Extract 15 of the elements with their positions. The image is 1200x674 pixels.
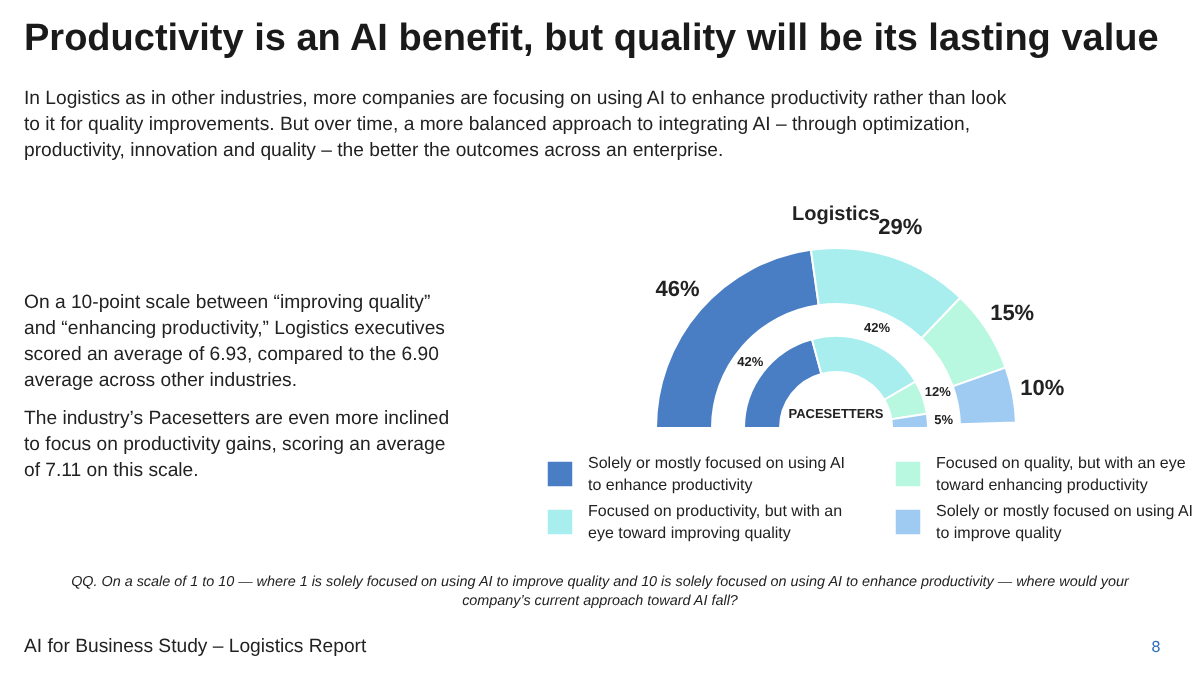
- legend-label: Focused on quality, but with an eye toward enhancing productivity: [936, 454, 1187, 494]
- data-label: 10%: [1020, 377, 1065, 402]
- legend-label: Focused on productivity, but with an eye toward improving quality: [588, 502, 843, 542]
- data-label: 29%: [878, 216, 923, 241]
- legend-label: Solely or mostly focused on using AI to improve quality: [936, 502, 1194, 542]
- text: The industry’s Pacesetters are even more inclined to focus on productivity gains, scoring an average of 7.11 on this scale.: [24, 408, 450, 482]
- slice-label: Logistics: [792, 204, 881, 226]
- text: AI for Business Study – Logistics Report: [24, 636, 368, 658]
- data-label: 46%: [655, 278, 700, 303]
- text: On a 10-point scale between “improving quality” and “enhancing productivity,” Logistics executives scored an average of 6.93, compared to the 6.90 average across other industries.: [24, 292, 446, 392]
- legend-label: Solely or mostly focused on using AI to enhance productivity: [588, 454, 846, 494]
- chart-subtitle: In Logistics as in other industries, more companies are focusing on using AI to enhance productivity rather than look to it for quality improvements. But over time, a more balanced approach to integrating AI – through optimization, productivity, innovation and quality – the better the outcomes across an enterprise.: [24, 88, 1007, 162]
- chart-title: Productivity is an AI benefit, but quality will be its lasting value: [24, 18, 1159, 60]
- text: 8: [1151, 638, 1162, 656]
- data-label: 15%: [990, 301, 1035, 326]
